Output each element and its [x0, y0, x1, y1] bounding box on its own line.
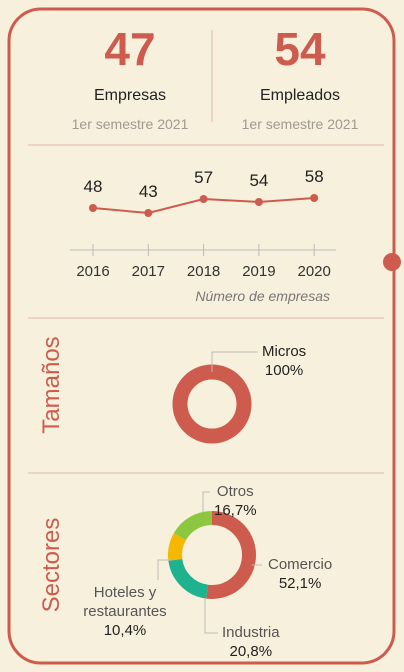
- category-label: Micros: [262, 343, 307, 360]
- card-border: [7, 7, 396, 665]
- leader-line: [211, 351, 258, 372]
- x-tick-label: 2019: [242, 263, 275, 280]
- donut-segment: [172, 364, 252, 444]
- category-label: Hoteles y restaurantes: [83, 584, 167, 620]
- decor-dot: [383, 253, 401, 271]
- category-label: Comercio: [268, 556, 333, 573]
- point: [89, 204, 97, 212]
- kpi-label: Empresas: [93, 87, 167, 104]
- segment-label: Otros 16,7%: [214, 482, 257, 520]
- leader-line: [157, 559, 172, 580]
- value-label: 52,1%: [278, 575, 322, 592]
- section-title: Sectores: [38, 517, 65, 613]
- value-label: 10,4%: [103, 622, 147, 639]
- leader-line: [204, 598, 218, 634]
- x-tick-label: 2016: [76, 263, 109, 280]
- section-title: Tamaños: [38, 336, 65, 434]
- point: [254, 198, 263, 206]
- kpi-period: 1er semestre 2021: [241, 116, 359, 132]
- x-axis-label: Número de empresas: [195, 288, 330, 304]
- point: [144, 209, 153, 217]
- segment-label: Comercio 52,1%: [268, 555, 332, 593]
- data-label: 48: [84, 177, 103, 196]
- donut-segment: [206, 511, 256, 599]
- x-tick-label: 2020: [298, 263, 331, 280]
- kpi-value: 47: [104, 23, 156, 75]
- kpi-period: 1er semestre 2021: [71, 116, 189, 132]
- value-label: 20,8%: [229, 643, 273, 660]
- segment-label: Industria 20,8%: [222, 623, 280, 661]
- category-label: Otros: [216, 483, 254, 500]
- value-label: 16,7%: [214, 502, 257, 519]
- segment-label: Hoteles y restaurantes 10,4%: [80, 583, 170, 640]
- kpi-value: 54: [274, 23, 326, 75]
- x-tick-label: 2018: [187, 263, 220, 280]
- donut-segment: [168, 533, 187, 561]
- data-label: 43: [139, 182, 158, 201]
- category-label: Industria: [222, 624, 280, 641]
- value-label: 100%: [264, 362, 304, 379]
- segment-label: Micros 100%: [262, 342, 306, 380]
- data-label: 57: [194, 168, 213, 187]
- data-label: 54: [249, 171, 268, 190]
- leader-line: [202, 491, 210, 512]
- point: [310, 194, 319, 202]
- x-tick-label: 2017: [132, 263, 165, 280]
- donut-segment: [168, 558, 209, 599]
- data-label: 58: [305, 167, 324, 186]
- donut-segment: [173, 511, 213, 541]
- kpi-label: Empleados: [259, 87, 341, 104]
- point: [199, 195, 208, 203]
